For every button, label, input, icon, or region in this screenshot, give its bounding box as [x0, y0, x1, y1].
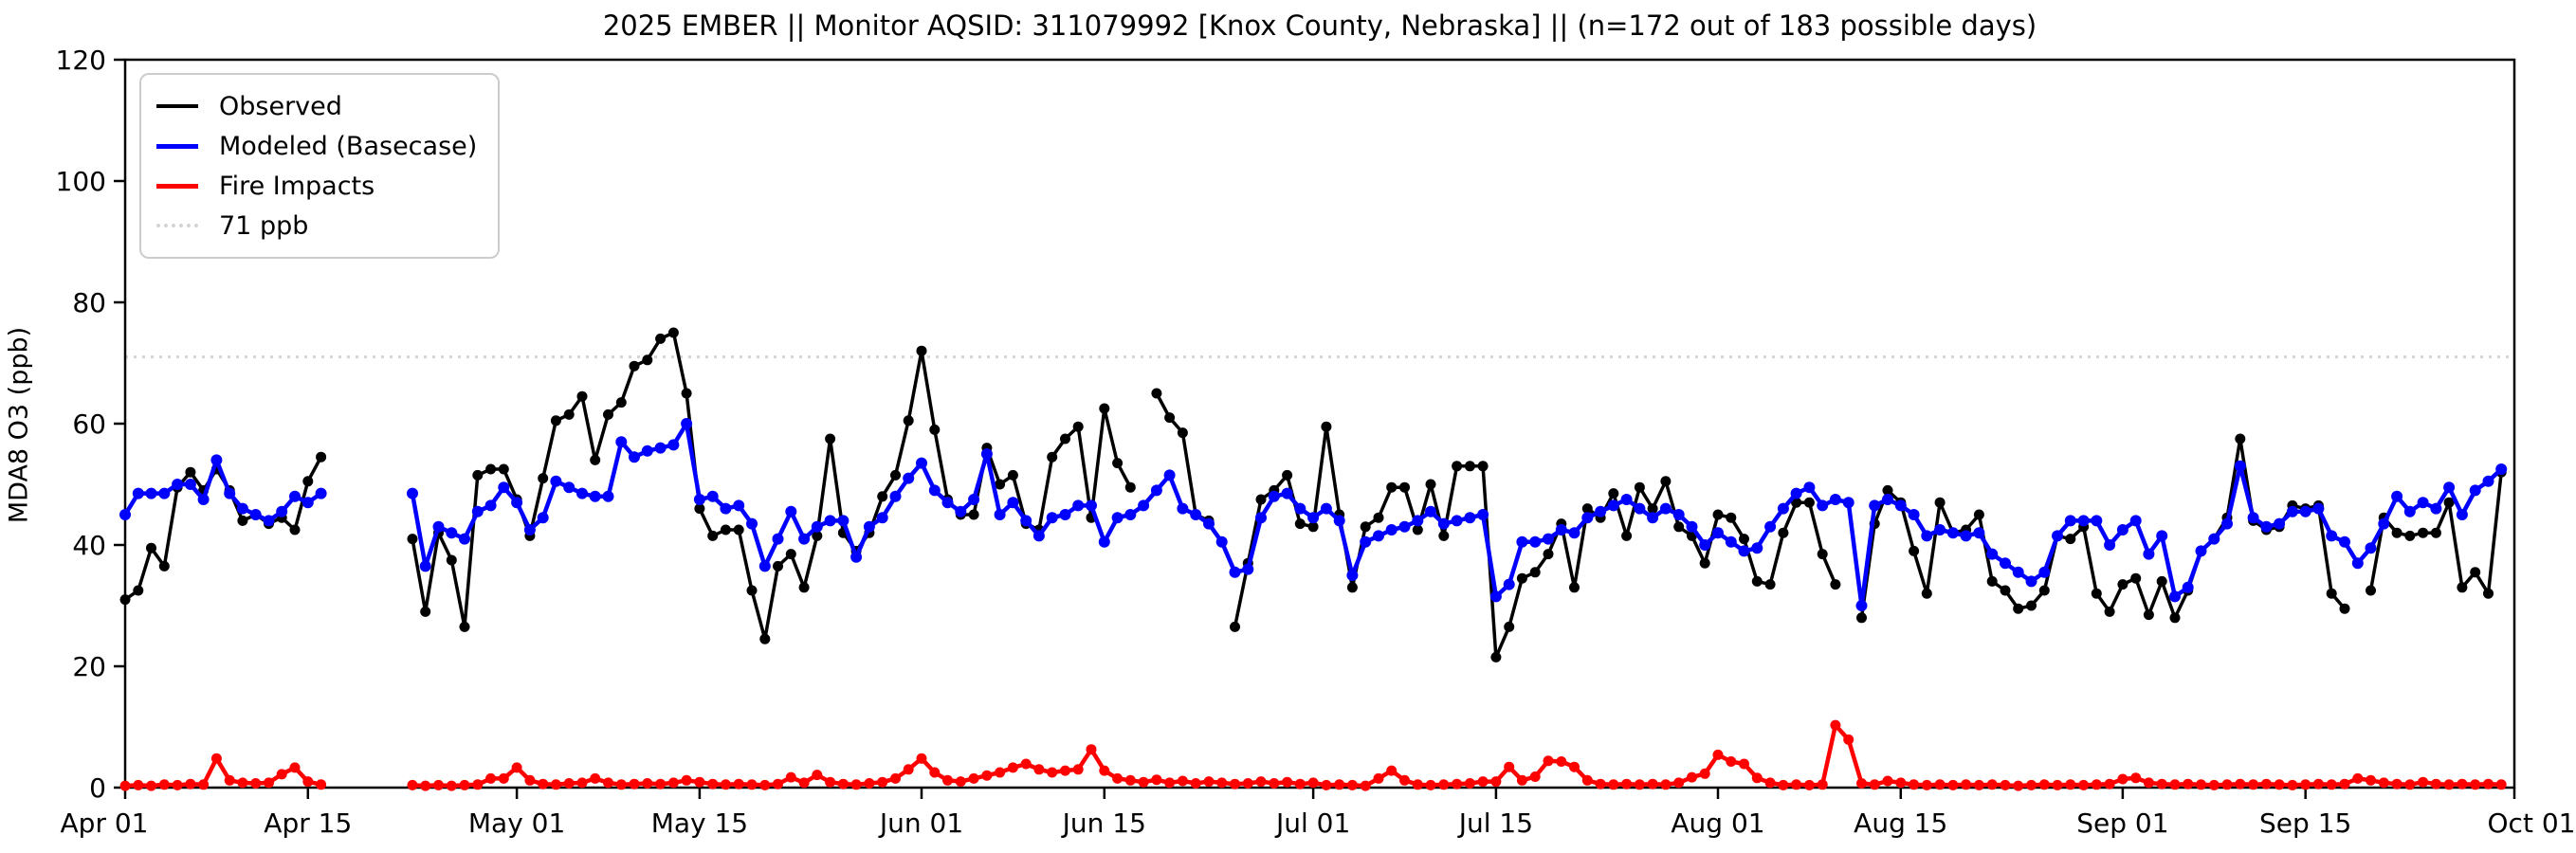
- svg-text:Sep 01: Sep 01: [2076, 808, 2168, 839]
- series-fire-impacts: [119, 719, 2507, 791]
- legend-item-threshold: 71 ppb: [156, 206, 477, 245]
- svg-text:100: 100: [56, 166, 106, 197]
- svg-text:60: 60: [72, 408, 106, 440]
- series-modeled-basecase-: [119, 418, 2508, 611]
- legend-label: 71 ppb: [219, 210, 309, 241]
- fire-line-sample-icon: [156, 183, 198, 189]
- svg-text:May 01: May 01: [468, 808, 565, 839]
- svg-text:Apr 15: Apr 15: [264, 808, 352, 839]
- legend-item-modeled: Modeled (Basecase): [156, 126, 477, 166]
- svg-text:0: 0: [89, 772, 106, 804]
- svg-text:Jul 15: Jul 15: [1457, 808, 1533, 839]
- svg-text:Aug 01: Aug 01: [1671, 808, 1764, 839]
- threshold-line-sample-icon: [156, 224, 198, 227]
- svg-text:Jun 01: Jun 01: [878, 808, 963, 839]
- legend-item-fire: Fire Impacts: [156, 166, 477, 206]
- legend-item-observed: Observed: [156, 86, 477, 126]
- observed-line-sample-icon: [156, 104, 198, 108]
- svg-text:40: 40: [72, 530, 106, 561]
- svg-text:Oct 01: Oct 01: [2488, 808, 2576, 839]
- svg-text:Jun 15: Jun 15: [1061, 808, 1146, 839]
- y-axis-label: MDA8 O3 (ppb): [4, 326, 34, 524]
- legend-label: Modeled (Basecase): [219, 131, 478, 161]
- y-axis: 0 20 40 60 80 100 120: [56, 45, 125, 804]
- legend-label: Observed: [219, 91, 342, 121]
- svg-text:Jul 01: Jul 01: [1274, 808, 1350, 839]
- svg-text:Apr 01: Apr 01: [61, 808, 149, 839]
- svg-text:Sep 15: Sep 15: [2259, 808, 2351, 839]
- modeled-line-sample-icon: [156, 143, 198, 149]
- svg-text:May 15: May 15: [651, 808, 748, 839]
- svg-text:80: 80: [72, 287, 106, 318]
- svg-text:120: 120: [56, 45, 106, 76]
- legend: Observed Modeled (Basecase) Fire Impacts…: [139, 73, 501, 259]
- series-observed: [119, 327, 2507, 662]
- chart-title: 2025 EMBER || Monitor AQSID: 311079992 […: [602, 9, 2037, 42]
- svg-text:Aug 15: Aug 15: [1854, 808, 1947, 839]
- x-axis: Apr 01 Apr 15 May 01 May 15 Jun 01 Jun 15 Jul …: [61, 788, 2576, 839]
- svg-text:20: 20: [72, 651, 106, 682]
- legend-label: Fire Impacts: [219, 171, 375, 201]
